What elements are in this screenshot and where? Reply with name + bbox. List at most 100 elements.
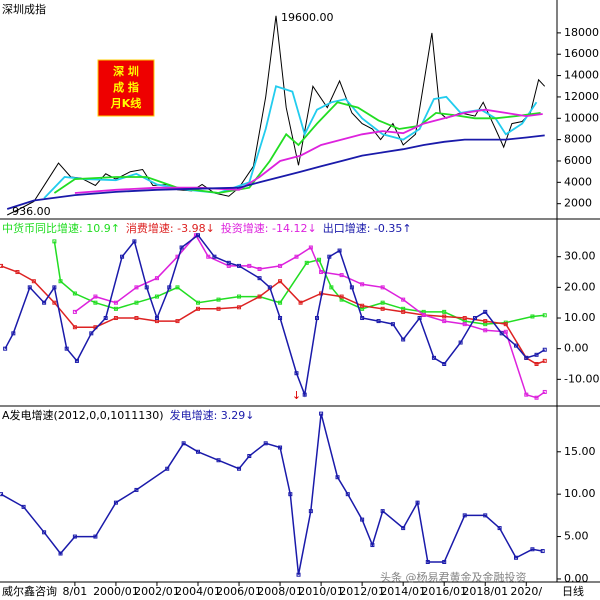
series-line (4, 234, 546, 398)
point (534, 362, 539, 367)
point (74, 358, 79, 363)
point (534, 352, 539, 357)
x-tick-label: 2002/01 (134, 585, 180, 598)
point (237, 466, 242, 471)
point (339, 273, 344, 278)
y-tick-label: 5.00 (564, 530, 589, 543)
point (534, 395, 539, 400)
point (42, 300, 47, 305)
point (15, 270, 20, 275)
y-tick-label: 10000 (564, 111, 599, 124)
point (257, 266, 262, 271)
point (442, 559, 447, 564)
point (380, 300, 385, 305)
period-label: 日线 (562, 584, 584, 598)
point (237, 263, 242, 268)
point (421, 312, 426, 317)
y-tick-label: 16000 (564, 47, 599, 60)
point (154, 316, 159, 321)
badge-text: 月K线 (110, 96, 142, 110)
point (442, 309, 447, 314)
subtitle: A发电增速(2012,0,0,1011130) (2, 408, 164, 422)
y-tick-label: 12000 (564, 90, 599, 103)
point (462, 316, 467, 321)
point (390, 322, 395, 327)
point (442, 319, 447, 324)
point (237, 294, 242, 299)
y-tick-label: 2000 (564, 197, 592, 210)
point (530, 314, 535, 319)
point (58, 551, 63, 556)
point (52, 300, 57, 305)
x-tick-label: 2018/01 (462, 585, 508, 598)
badge-text: 深 圳 (113, 64, 139, 78)
point (263, 441, 268, 446)
point (3, 346, 8, 351)
x-tick-label: 2004/01 (175, 585, 221, 598)
annotation: ↓ (292, 389, 301, 402)
legend-entry: 出口增速: -0.35↑ (323, 221, 412, 235)
point (195, 233, 200, 238)
x-tick-label: 2012/01 (339, 585, 385, 598)
point (462, 513, 467, 518)
x-tick-label: 2000/01 (93, 585, 139, 598)
point (294, 371, 299, 376)
y-tick-label: 10.00 (564, 487, 596, 500)
point (226, 260, 231, 265)
point (64, 346, 69, 351)
point (257, 294, 262, 299)
point (72, 534, 77, 539)
point (31, 279, 36, 284)
point (21, 504, 26, 509)
point (308, 509, 313, 514)
point (296, 572, 301, 577)
point (337, 248, 342, 253)
y-tick-label: 30.00 (564, 250, 596, 263)
point (335, 475, 340, 480)
point (542, 389, 547, 394)
point (247, 263, 252, 268)
point (237, 305, 242, 310)
watermark: 头条 @杨易君黄金及金融投资 (380, 570, 527, 584)
point (345, 492, 350, 497)
point (319, 270, 324, 275)
series-line (6, 15, 546, 216)
point (415, 500, 420, 505)
point (304, 260, 309, 265)
point (483, 328, 488, 333)
y-tick-label: 4000 (564, 175, 592, 188)
point (417, 316, 422, 321)
point (113, 316, 118, 321)
point (442, 362, 447, 367)
point (431, 355, 436, 360)
point (0, 263, 4, 268)
point (530, 547, 535, 552)
footer: 威尔鑫咨询 (2, 584, 57, 598)
point (93, 294, 98, 299)
y-tick-label: 6000 (564, 154, 592, 167)
point (401, 337, 406, 342)
point (93, 300, 98, 305)
point (144, 285, 149, 290)
point (195, 306, 200, 311)
point (349, 285, 354, 290)
point (298, 300, 303, 305)
series-line (53, 101, 541, 194)
annotation: 936.00 (12, 205, 51, 218)
point (52, 285, 57, 290)
point (154, 276, 159, 281)
point (134, 300, 139, 305)
point (360, 517, 365, 522)
point (542, 347, 547, 352)
point (267, 285, 272, 290)
y-tick-label: 14000 (564, 69, 599, 82)
point (179, 245, 184, 250)
point (329, 285, 334, 290)
point (462, 322, 467, 327)
series-line (6, 134, 545, 210)
point (278, 316, 283, 321)
series-line (0, 265, 545, 365)
point (278, 445, 283, 450)
point (58, 279, 63, 284)
